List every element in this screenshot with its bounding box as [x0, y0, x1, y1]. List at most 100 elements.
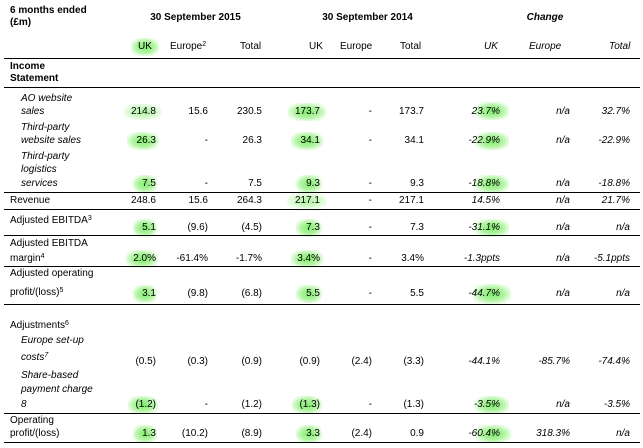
highlight-uk14-log: [296, 175, 322, 193]
section-income-statement: Income: [10, 61, 46, 72]
col-uk-2014: UK: [309, 41, 323, 52]
highlight-uk14-rev: [287, 193, 327, 209]
cell-eu14: -: [368, 222, 372, 233]
highlight-ukc-log: [475, 175, 509, 193]
highlight-uk14-share: [292, 396, 322, 414]
cell-euc: n/a: [556, 135, 570, 146]
cell-uk14: 7.3: [306, 222, 320, 233]
cell-totc: n/a: [616, 222, 630, 233]
cell-ukc: -1.3ppts: [463, 253, 500, 264]
cell-tot15: -1.7%: [235, 253, 262, 264]
cell-totc: n/a: [616, 428, 630, 439]
cell-tot15: (6.8): [241, 288, 262, 299]
highlight-uk14-op: [296, 425, 322, 443]
row-ao-sales-label-2: sales: [21, 106, 45, 117]
cell-ukc: 23.7%: [471, 106, 500, 117]
cell-uk15: 26.3: [136, 135, 156, 146]
cell-uk14: 3.3: [306, 428, 320, 439]
cell-tot14: (3.3): [403, 356, 424, 367]
row-adj-margin-label: Adjusted EBITDA: [10, 238, 88, 249]
operating-top-rule: [4, 413, 640, 414]
highlight-uk14-margin: [291, 250, 323, 268]
highlight-uk15-margin: [126, 250, 158, 268]
cell-uk15: 5.1: [142, 222, 156, 233]
row-tp-sales-label: Third-party: [21, 122, 70, 133]
cell-tot14: 7.3: [410, 222, 424, 233]
highlight-uk15-share: [128, 396, 158, 414]
cell-totc: -3.5%: [603, 399, 630, 410]
cell-tot14: (1.3): [403, 399, 424, 410]
cell-ukc: -31.1%: [468, 222, 500, 233]
row-revenue-label: Revenue: [10, 195, 51, 206]
cell-ukc: -3.5%: [473, 399, 500, 410]
col-uk-2015: UK: [138, 41, 152, 52]
cell-uk15: (0.5): [135, 356, 156, 367]
cell-uk15: 248.6: [130, 195, 156, 206]
cell-euc: n/a: [556, 222, 570, 233]
cell-euc: n/a: [556, 288, 570, 299]
highlight-ukc-ebitda: [475, 219, 509, 237]
adj-op-bottom-rule: [4, 304, 640, 305]
highlight-ukc-share: [475, 396, 509, 414]
cell-euc: n/a: [556, 178, 570, 189]
cell-euc: -85.7%: [538, 356, 570, 367]
period-label: 6 months ended: [10, 5, 87, 16]
row-adj-op-label: Adjusted operating: [10, 268, 94, 279]
row-tp-logistics-label-3: services: [21, 178, 58, 189]
row-share-based-label-3: 8: [21, 399, 27, 410]
cell-eu15: -: [204, 399, 208, 410]
row-tp-logistics-label-2: logistics: [21, 164, 57, 175]
cell-tot14: 5.5: [410, 288, 424, 299]
highlight-ukc-sales: [475, 102, 509, 120]
col-group-2014: 30 September 2014: [322, 12, 413, 23]
cell-tot15: 264.3: [236, 195, 262, 206]
revenue-top-rule: [4, 192, 640, 193]
cell-uk15: 3.1: [142, 288, 156, 299]
highlight-uk15-ebitda: [133, 219, 157, 237]
col-total-2015: Total: [240, 41, 262, 52]
cell-uk15: 7.5: [142, 178, 156, 189]
cell-tot14: 217.1: [398, 195, 424, 206]
highlight-uk15-adjop: [133, 285, 157, 303]
cell-tot14: 0.9: [410, 428, 424, 439]
cell-tot15: (4.5): [241, 222, 262, 233]
cell-uk14: (0.9): [299, 356, 320, 367]
highlight-uk14-ebitda: [296, 219, 322, 237]
cell-uk14: 3.4%: [297, 253, 320, 264]
cell-eu15: (10.2): [181, 428, 208, 439]
highlight-uk15-log: [133, 175, 157, 193]
cell-eu15: (9.6): [187, 222, 208, 233]
cell-eu14: (2.4): [351, 428, 372, 439]
cell-totc: -5.1ppts: [593, 253, 630, 264]
cell-uk15: 2.0%: [133, 253, 156, 264]
highlight-uk15-tp: [127, 132, 159, 150]
highlight-ukc-tp: [475, 132, 509, 150]
row-operating-label-2: profit/(loss): [10, 428, 60, 439]
cell-ukc: -18.8%: [468, 178, 500, 189]
cell-eu15: (9.8): [187, 288, 208, 299]
cell-eu15: (0.3): [187, 356, 208, 367]
col-group-change: Change: [526, 12, 564, 23]
cell-eu14: -: [368, 288, 372, 299]
highlight-uk15-sales: [124, 104, 162, 120]
col-europe-change: Europe: [529, 41, 562, 52]
row-adj-margin-label-2: margin4: [10, 253, 45, 264]
cell-totc: 32.7%: [601, 106, 630, 117]
cell-tot14: 173.7: [398, 106, 424, 117]
row-ao-sales-label: AO website: [21, 93, 73, 104]
unit-label: (£m): [10, 17, 32, 28]
highlight-uk14-sales: [288, 103, 326, 121]
col-europe-2014: Europe: [340, 41, 373, 52]
cell-euc: n/a: [556, 399, 570, 410]
cell-tot15: (0.9): [241, 356, 262, 367]
margin-bottom-rule: [4, 266, 640, 267]
section-income-statement-2: Statement: [10, 73, 59, 84]
cell-eu14: (2.4): [351, 356, 372, 367]
cell-ukc: 14.5%: [471, 195, 500, 206]
cell-eu14: -: [368, 195, 372, 206]
cell-eu14: -: [368, 399, 372, 410]
highlight-uk14-tp: [291, 132, 323, 150]
cell-ukc: -44.1%: [468, 356, 500, 367]
highlight-uk15-op: [133, 425, 157, 443]
